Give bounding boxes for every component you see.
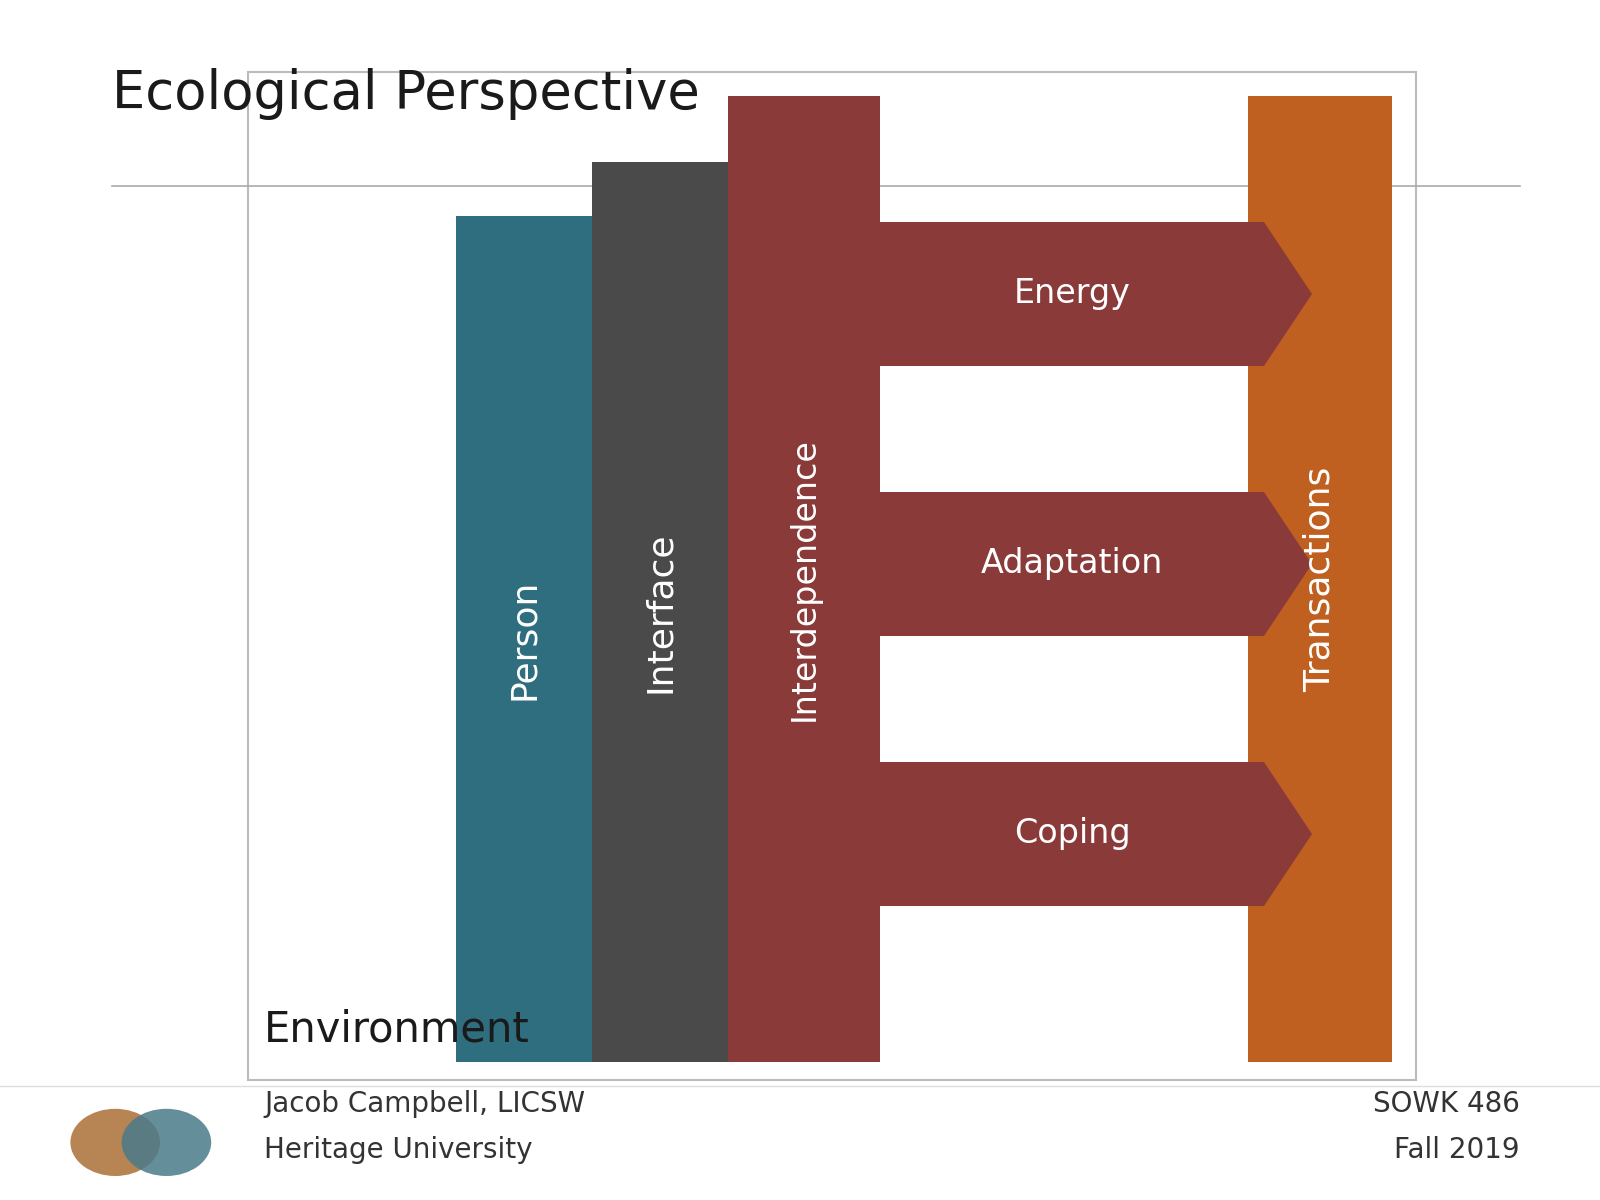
Text: Transactions: Transactions xyxy=(1302,467,1338,691)
Text: Ecological Perspective: Ecological Perspective xyxy=(112,68,699,120)
Circle shape xyxy=(122,1109,211,1176)
Text: Interface: Interface xyxy=(643,532,677,692)
Text: Heritage University: Heritage University xyxy=(264,1136,533,1164)
Polygon shape xyxy=(880,222,1312,366)
Text: Adaptation: Adaptation xyxy=(981,547,1163,581)
Text: Jacob Campbell, LICSW: Jacob Campbell, LICSW xyxy=(264,1091,586,1118)
Text: SOWK 486: SOWK 486 xyxy=(1373,1091,1520,1118)
Polygon shape xyxy=(880,492,1312,636)
Polygon shape xyxy=(880,762,1312,906)
Text: Energy: Energy xyxy=(1013,277,1131,311)
Text: Fall 2019: Fall 2019 xyxy=(1394,1136,1520,1164)
Text: Coping: Coping xyxy=(1014,817,1130,851)
Bar xyxy=(248,72,1416,1080)
Text: Environment: Environment xyxy=(264,1008,530,1050)
Text: Person: Person xyxy=(507,578,541,700)
Text: Interdependence: Interdependence xyxy=(787,437,821,721)
Bar xyxy=(456,216,592,1062)
Circle shape xyxy=(70,1109,160,1176)
Bar xyxy=(728,96,880,1062)
Bar xyxy=(592,162,728,1062)
Bar xyxy=(1248,96,1392,1062)
